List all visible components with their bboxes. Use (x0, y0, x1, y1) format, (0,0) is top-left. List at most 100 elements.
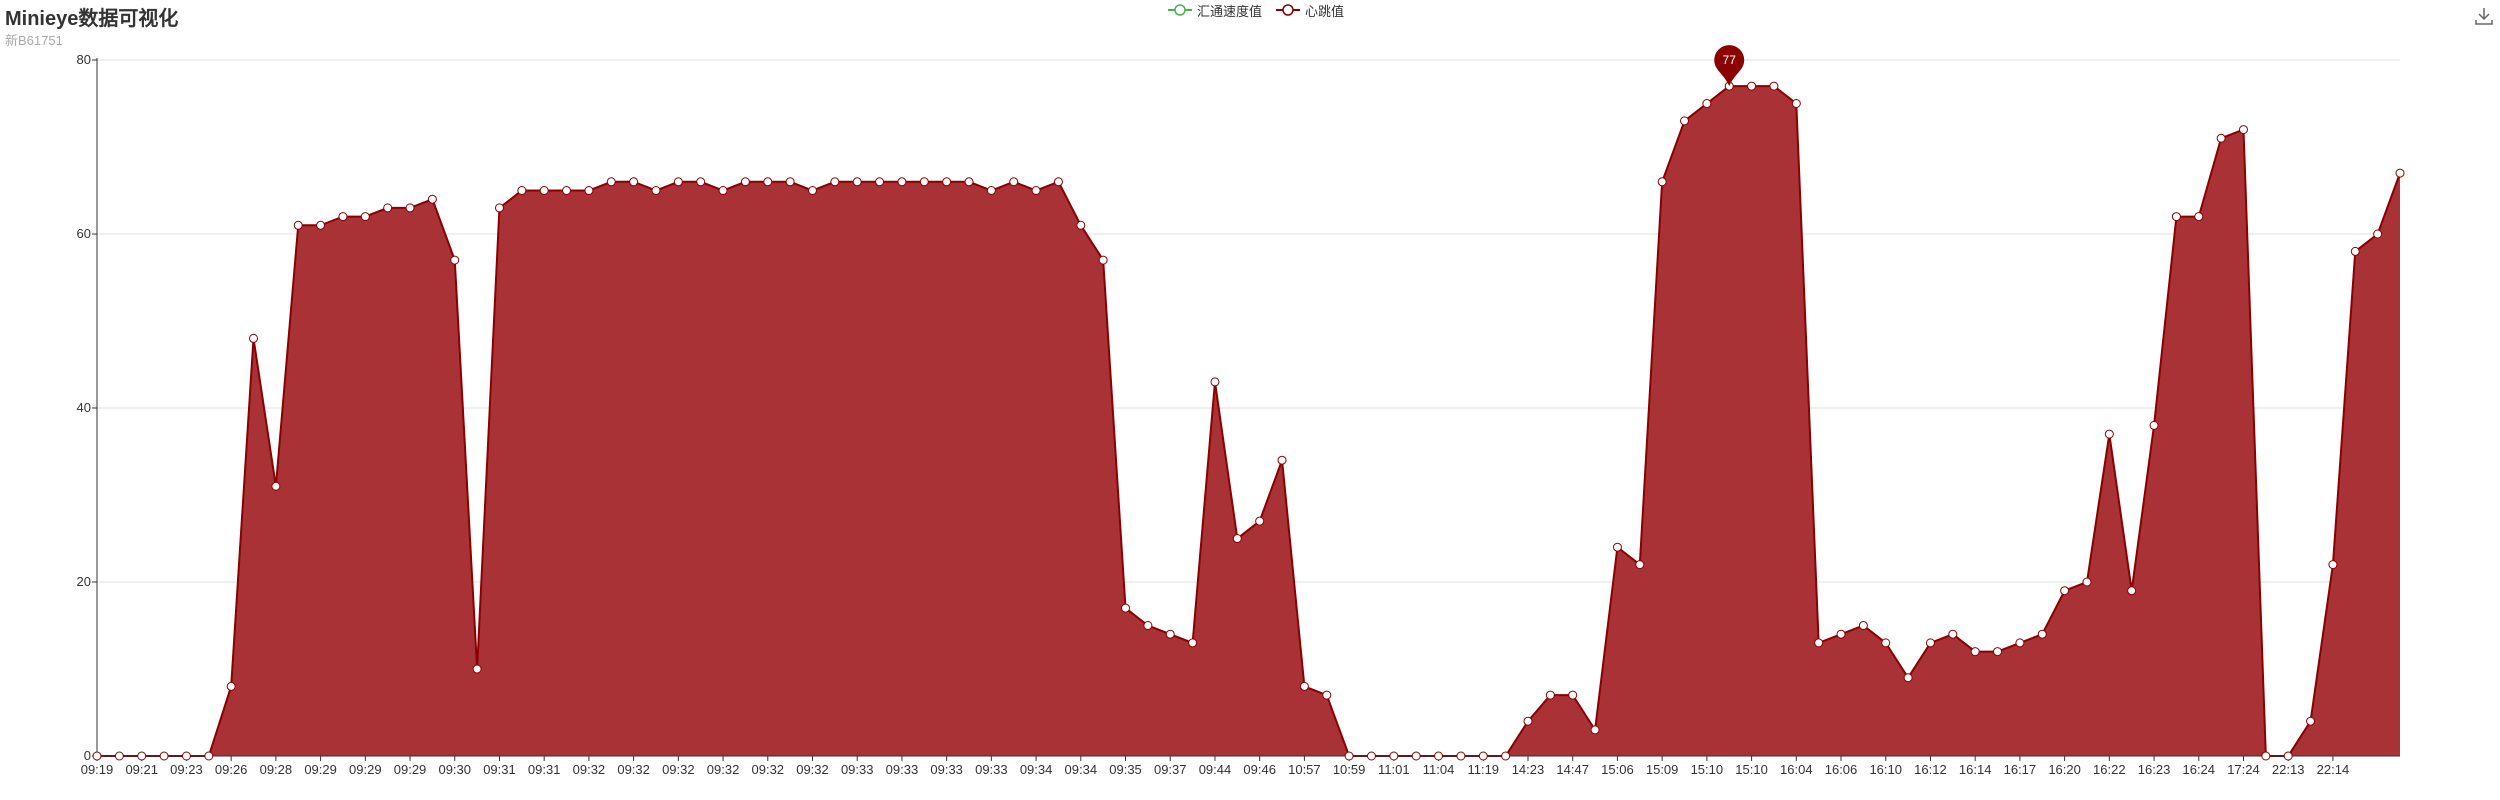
data-point[interactable] (673, 177, 683, 187)
data-point[interactable] (763, 177, 773, 187)
data-point[interactable] (427, 194, 437, 204)
data-point[interactable] (919, 177, 929, 187)
data-point[interactable] (875, 177, 885, 187)
data-point[interactable] (1389, 751, 1399, 761)
data-point[interactable] (2037, 629, 2047, 639)
data-point[interactable] (1881, 638, 1891, 648)
data-point[interactable] (2395, 168, 2405, 178)
data-point[interactable] (1523, 716, 1533, 726)
data-point[interactable] (807, 186, 817, 195)
data-point[interactable] (92, 751, 102, 761)
data-point[interactable] (629, 177, 639, 187)
data-point[interactable] (1322, 690, 1332, 700)
data-point[interactable] (293, 220, 303, 230)
data-point[interactable] (2306, 716, 2316, 726)
legend-item-heartbeat[interactable]: 心跳值 (1276, 1, 1344, 20)
data-point[interactable] (2350, 246, 2360, 256)
data-point[interactable] (2261, 751, 2271, 761)
data-point[interactable] (1501, 751, 1511, 761)
data-point[interactable] (249, 333, 259, 343)
data-point[interactable] (986, 186, 996, 195)
data-point[interactable] (2127, 586, 2137, 596)
data-point[interactable] (1366, 751, 1376, 761)
data-point[interactable] (1612, 542, 1622, 552)
data-point[interactable] (1031, 186, 1041, 195)
data-point[interactable] (562, 186, 572, 195)
data-point[interactable] (383, 203, 393, 213)
legend-item-speed[interactable]: 汇通速度值 (1168, 1, 1262, 20)
data-point[interactable] (852, 177, 862, 187)
data-point[interactable] (226, 681, 236, 691)
data-point[interactable] (1411, 751, 1421, 761)
data-point[interactable] (2015, 638, 2025, 648)
data-point[interactable] (1635, 560, 1645, 570)
data-point[interactable] (1791, 99, 1801, 108)
data-point[interactable] (1121, 603, 1131, 613)
data-point[interactable] (1143, 621, 1153, 630)
data-point[interactable] (1232, 534, 1242, 543)
data-point[interactable] (1925, 638, 1935, 648)
data-point[interactable] (606, 177, 616, 187)
data-point[interactable] (137, 751, 147, 761)
data-point[interactable] (1747, 81, 1757, 91)
data-point[interactable] (472, 664, 482, 674)
data-point[interactable] (450, 255, 460, 265)
data-point[interactable] (1657, 177, 1667, 187)
data-point[interactable] (1814, 638, 1824, 648)
data-point[interactable] (740, 177, 750, 187)
data-point[interactable] (942, 177, 952, 187)
markpoint-pin[interactable] (1714, 45, 1745, 87)
data-point[interactable] (1545, 690, 1555, 700)
data-point[interactable] (1836, 629, 1846, 639)
data-point[interactable] (1299, 681, 1309, 691)
data-point[interactable] (718, 186, 728, 195)
data-point[interactable] (1680, 116, 1690, 126)
data-point[interactable] (651, 186, 661, 195)
data-point[interactable] (1702, 99, 1712, 108)
data-point[interactable] (316, 220, 326, 230)
data-point[interactable] (1255, 516, 1265, 526)
data-point[interactable] (1769, 81, 1779, 91)
data-point[interactable] (696, 177, 706, 187)
data-point[interactable] (204, 751, 214, 761)
data-point[interactable] (2194, 212, 2204, 222)
data-point[interactable] (1009, 177, 1019, 187)
data-point[interactable] (785, 177, 795, 187)
save-image-button[interactable] (2472, 4, 2496, 28)
data-point[interactable] (1098, 255, 1108, 265)
data-point[interactable] (1053, 177, 1063, 187)
data-point[interactable] (1076, 220, 1086, 230)
data-point[interactable] (181, 751, 191, 761)
data-point[interactable] (1568, 690, 1578, 700)
data-point[interactable] (338, 212, 348, 222)
data-point[interactable] (159, 751, 169, 761)
data-point[interactable] (1344, 751, 1354, 761)
data-point[interactable] (1277, 455, 1287, 465)
data-point[interactable] (271, 481, 281, 491)
data-point[interactable] (539, 186, 549, 195)
data-point[interactable] (1165, 629, 1175, 639)
data-point[interactable] (584, 186, 594, 195)
data-point[interactable] (2082, 577, 2092, 587)
data-point[interactable] (1903, 673, 1913, 683)
data-point[interactable] (1478, 751, 1488, 761)
data-point[interactable] (405, 203, 415, 213)
data-point[interactable] (2216, 133, 2226, 143)
data-point[interactable] (2104, 429, 2114, 439)
data-point[interactable] (964, 177, 974, 187)
data-point[interactable] (2328, 560, 2338, 570)
data-point[interactable] (1970, 647, 1980, 657)
data-point[interactable] (2149, 420, 2159, 430)
data-point[interactable] (1210, 377, 1220, 387)
data-point[interactable] (1434, 751, 1444, 761)
data-point[interactable] (2238, 125, 2248, 135)
data-point[interactable] (897, 177, 907, 187)
data-point[interactable] (2171, 212, 2181, 222)
data-point[interactable] (830, 177, 840, 187)
data-point[interactable] (2060, 586, 2070, 596)
data-point[interactable] (1948, 629, 1958, 639)
data-point[interactable] (1456, 751, 1466, 761)
data-point[interactable] (1188, 638, 1198, 648)
data-point[interactable] (360, 212, 370, 222)
data-point[interactable] (2373, 229, 2383, 239)
